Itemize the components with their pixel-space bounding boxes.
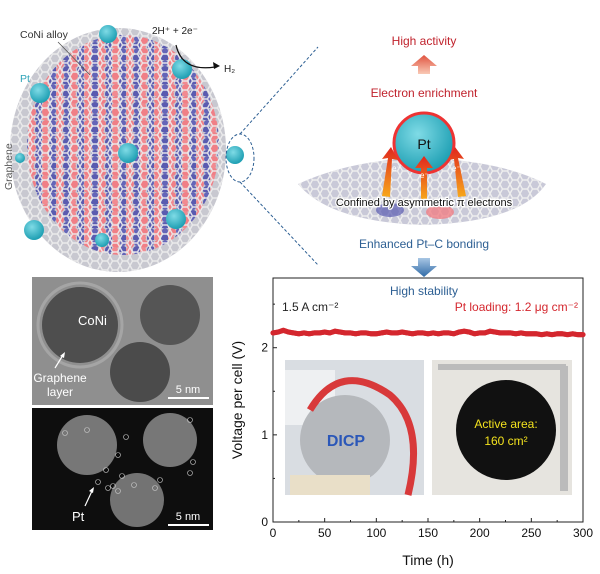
- current-density-label: 1.5 A cm⁻²: [282, 300, 338, 314]
- pt-particles: [15, 25, 244, 247]
- electron-arrows: [382, 147, 466, 200]
- graphene-layer-label-2: layer: [47, 385, 73, 399]
- confined-label: Confined by asymmetric π electrons: [336, 197, 513, 209]
- electron-label-1: e⁻: [392, 164, 401, 173]
- graphene-layer-label-1: Graphene: [33, 371, 87, 385]
- reaction-arrow: [175, 44, 216, 69]
- up-arrow-icon: [411, 55, 437, 74]
- x-tick-label: 200: [470, 526, 490, 540]
- scale-label-top: 5 nm: [176, 384, 200, 396]
- y-tick-label: 1: [261, 428, 268, 442]
- x-tick-label: 250: [521, 526, 541, 540]
- x-tick-label: 300: [573, 526, 593, 540]
- insets: DICP Active area: 160 cm²: [285, 360, 572, 496]
- x-tick-label: 0: [270, 526, 277, 540]
- data-point: [580, 332, 586, 338]
- x-axis-label: Time (h): [402, 552, 454, 568]
- y-tick-label: 0: [261, 515, 268, 529]
- x-tick-label: 100: [366, 526, 386, 540]
- voltage-chart: DICP Active area: 160 cm² 0 50 100 150 200 25…: [229, 277, 593, 568]
- reaction-product: H₂: [224, 64, 235, 75]
- high-activity-label: High activity: [392, 34, 457, 48]
- coni-label: CoNi: [78, 313, 107, 328]
- pt-atom-label: Pt: [417, 136, 430, 152]
- coni-graphene-sphere: [10, 25, 244, 272]
- electron-enrichment-label: Electron enrichment: [371, 86, 478, 100]
- electron-label-2: e⁻: [420, 171, 429, 180]
- tem-image: [32, 277, 213, 405]
- active-area-value: 160 cm²: [484, 434, 527, 448]
- pt-label: Pt: [20, 73, 30, 85]
- electron-label-3: e⁻: [452, 164, 461, 173]
- high-stability-label: High stability: [390, 284, 458, 298]
- x-tick-label: 150: [418, 526, 438, 540]
- graphene-label: Graphene: [3, 143, 15, 190]
- haadf-image: [32, 408, 213, 530]
- y-tick-label: 2: [261, 341, 268, 355]
- pt-loading-label: Pt loading: 1.2 μg cm⁻²: [455, 300, 578, 314]
- electrode-photo: [432, 360, 572, 495]
- dicp-logo: DICP: [327, 433, 366, 450]
- x-tick-label: 50: [318, 526, 332, 540]
- coni-alloy-label: CoNi alloy: [20, 29, 69, 41]
- bonding-label: Enhanced Pt–C bonding: [359, 237, 489, 251]
- pt-haadf-label: Pt: [72, 509, 85, 524]
- y-axis-label: Voltage per cell (V): [229, 341, 245, 459]
- reaction-reactants: 2H⁺ + 2e⁻: [152, 26, 198, 37]
- stack-photo: DICP: [285, 360, 424, 496]
- down-arrow-icon: [411, 258, 437, 277]
- scale-label-bottom: 5 nm: [176, 511, 200, 523]
- active-area-label: Active area:: [474, 417, 537, 431]
